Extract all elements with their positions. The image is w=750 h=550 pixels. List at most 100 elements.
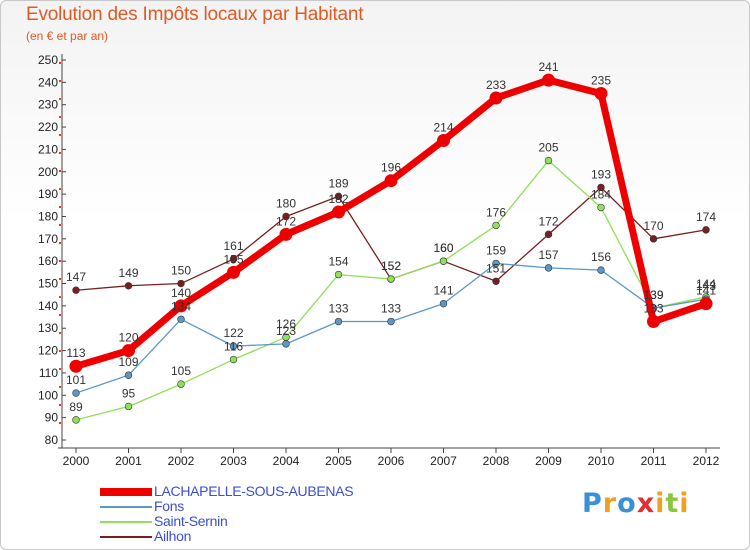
y-tick-label: 80 bbox=[45, 433, 59, 447]
data-label: 182 bbox=[328, 192, 348, 206]
data-label: 233 bbox=[486, 78, 506, 92]
x-tick-label: 2012 bbox=[693, 454, 720, 468]
data-point bbox=[384, 174, 398, 188]
data-point bbox=[489, 91, 503, 105]
legend-swatch bbox=[100, 488, 152, 496]
data-label: 105 bbox=[171, 364, 191, 378]
y-tick-label: 140 bbox=[38, 299, 58, 313]
data-label: 139 bbox=[643, 288, 663, 302]
logo-letter: i bbox=[679, 488, 690, 519]
data-label: 120 bbox=[118, 331, 138, 345]
data-label: 193 bbox=[591, 167, 611, 181]
data-point bbox=[334, 192, 343, 201]
data-point bbox=[177, 380, 185, 388]
x-tick-label: 2010 bbox=[588, 454, 615, 468]
y-tick-label: 150 bbox=[38, 277, 58, 291]
y-tick-label: 190 bbox=[38, 187, 58, 201]
data-point bbox=[597, 183, 605, 192]
data-label: 160 bbox=[433, 241, 453, 255]
data-label: 156 bbox=[591, 250, 611, 264]
data-label: 172 bbox=[538, 214, 558, 228]
legend-swatch bbox=[100, 536, 152, 538]
y-tick-label: 210 bbox=[38, 142, 58, 156]
legend-label: Saint-Sernin bbox=[154, 513, 228, 529]
y-tick-label: 250 bbox=[38, 53, 58, 67]
data-label: 95 bbox=[122, 386, 136, 400]
x-tick-label: 2001 bbox=[115, 454, 142, 468]
y-tick-label: 220 bbox=[38, 120, 58, 134]
x-tick-label: 2000 bbox=[63, 454, 90, 468]
data-label: 109 bbox=[118, 355, 138, 369]
data-point bbox=[542, 73, 555, 87]
logo-letter: x bbox=[636, 488, 656, 519]
x-tick-label: 2006 bbox=[378, 454, 405, 468]
legend-label: Ailhon bbox=[154, 528, 192, 544]
data-point bbox=[597, 203, 605, 212]
data-label: 154 bbox=[328, 255, 348, 269]
data-point bbox=[597, 266, 605, 274]
logo-letter: r bbox=[602, 488, 618, 519]
legend-swatch bbox=[100, 506, 152, 508]
data-point bbox=[702, 226, 710, 234]
data-label: 113 bbox=[66, 346, 85, 360]
legend-label: LACHAPELLE-SOUS-AUBENAS bbox=[154, 483, 354, 499]
data-point bbox=[124, 402, 133, 411]
data-label: 160 bbox=[433, 241, 453, 255]
legend-label: Fons bbox=[154, 498, 184, 514]
chart-title: Evolution des Impôts locaux par Habitant bbox=[26, 4, 364, 25]
data-label: 196 bbox=[381, 161, 401, 175]
data-label: 189 bbox=[328, 176, 348, 190]
data-label: 123 bbox=[276, 324, 296, 338]
data-point bbox=[69, 359, 83, 373]
data-point bbox=[334, 270, 343, 279]
data-point bbox=[72, 389, 80, 397]
data-label: 144 bbox=[696, 277, 716, 291]
data-point bbox=[279, 227, 293, 241]
data-point bbox=[492, 259, 500, 268]
data-label: 152 bbox=[381, 259, 401, 273]
data-point bbox=[387, 317, 395, 326]
x-tick-label: 2005 bbox=[325, 454, 352, 468]
data-label: 126 bbox=[276, 317, 296, 331]
y-tick-label: 170 bbox=[38, 232, 58, 246]
data-label: 133 bbox=[643, 302, 663, 316]
y-tick-label: 180 bbox=[38, 209, 58, 223]
y-tick-label: 130 bbox=[38, 321, 58, 335]
data-label: 151 bbox=[486, 261, 506, 275]
data-label: 180 bbox=[276, 196, 296, 210]
data-point bbox=[699, 297, 713, 311]
y-tick-label: 240 bbox=[38, 75, 58, 89]
data-point bbox=[72, 416, 80, 424]
x-tick-label: 2003 bbox=[220, 454, 247, 468]
data-point bbox=[174, 299, 188, 313]
data-point bbox=[229, 355, 238, 364]
x-tick-label: 2009 bbox=[535, 454, 562, 468]
legend-swatch bbox=[100, 521, 152, 523]
y-tick-label: 200 bbox=[38, 165, 58, 179]
data-label: 174 bbox=[696, 210, 716, 224]
data-label: 139 bbox=[643, 288, 663, 302]
data-point bbox=[439, 257, 448, 265]
y-tick-label: 230 bbox=[38, 98, 58, 112]
data-point bbox=[544, 156, 553, 165]
data-label: 133 bbox=[328, 302, 348, 316]
data-label: 140 bbox=[171, 286, 191, 300]
data-label: 157 bbox=[538, 248, 558, 262]
data-point bbox=[437, 133, 450, 147]
data-point bbox=[282, 340, 290, 348]
data-label: 172 bbox=[276, 214, 296, 228]
data-label: 150 bbox=[171, 264, 191, 278]
data-label: 147 bbox=[66, 270, 86, 284]
data-label: 235 bbox=[591, 74, 611, 88]
y-tick-label: 110 bbox=[39, 366, 58, 380]
data-label: 141 bbox=[696, 284, 716, 298]
logo-letter: i bbox=[655, 488, 666, 519]
data-label: 161 bbox=[223, 239, 243, 253]
x-tick-label: 2011 bbox=[641, 454, 667, 468]
y-tick-label: 90 bbox=[45, 411, 59, 425]
y-tick-label: 120 bbox=[38, 344, 58, 358]
data-label: 101 bbox=[66, 373, 86, 387]
data-label: 176 bbox=[486, 205, 506, 219]
